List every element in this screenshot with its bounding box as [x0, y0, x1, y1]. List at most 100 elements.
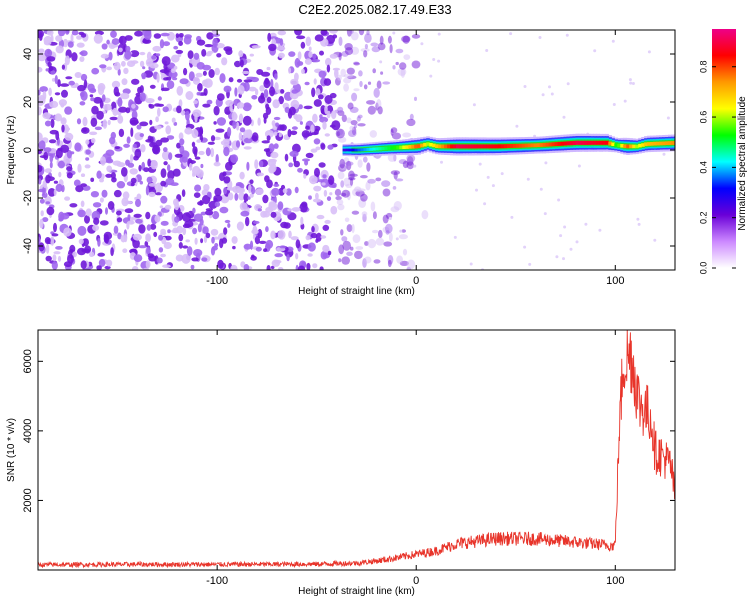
- noise-blob: [411, 34, 421, 39]
- noise-blob: [231, 236, 238, 244]
- noise-blob: [200, 238, 204, 244]
- noise-blob: [377, 42, 386, 51]
- noise-blob: [189, 163, 193, 171]
- noise-blob: [329, 92, 337, 99]
- noise-blob: [166, 76, 172, 81]
- noise-blob: [334, 68, 339, 79]
- noise-blob: [51, 233, 59, 237]
- noise-blob: [80, 173, 86, 177]
- noise-blob: [153, 231, 158, 238]
- noise-blob: [346, 117, 352, 124]
- noise-blob: [237, 85, 245, 95]
- signal-segment: [366, 147, 371, 151]
- noise-blob: [80, 50, 88, 57]
- noise-blob: [310, 148, 318, 153]
- noise-blob: [257, 208, 262, 212]
- noise-blob: [349, 246, 354, 251]
- noise-blob: [154, 125, 162, 130]
- noise-blob: [123, 67, 129, 75]
- noise-blob: [370, 42, 379, 47]
- noise-blob: [278, 267, 284, 270]
- noise-blob: [258, 240, 267, 244]
- noise-blob: [266, 179, 273, 189]
- noise-blob: [132, 143, 137, 148]
- noise-blob: [162, 41, 171, 47]
- noise-blob: [110, 30, 117, 38]
- noise-blob: [167, 229, 171, 234]
- faint-dot: [485, 49, 489, 52]
- noise-blob: [296, 35, 306, 40]
- noise-blob: [38, 164, 43, 173]
- noise-blob: [297, 51, 302, 60]
- noise-blob: [160, 32, 170, 37]
- noise-blob: [278, 96, 285, 105]
- noise-blob: [211, 30, 218, 35]
- noise-blob: [279, 245, 287, 249]
- noise-blob: [372, 229, 379, 234]
- noise-blob: [47, 61, 52, 68]
- noise-blob: [196, 39, 206, 46]
- noise-blob: [332, 34, 338, 39]
- noise-blob: [331, 120, 341, 131]
- noise-blob: [219, 206, 229, 214]
- noise-blob: [320, 30, 328, 36]
- signal-segment: [369, 147, 373, 151]
- noise-blob: [84, 214, 90, 224]
- signal-segment: [533, 143, 538, 148]
- noise-blob: [317, 94, 324, 100]
- noise-blob: [175, 49, 184, 54]
- noise-blob: [142, 39, 152, 44]
- noise-blob: [268, 143, 275, 153]
- signal-segment: [521, 143, 526, 148]
- noise-blob: [389, 232, 393, 242]
- noise-blob: [50, 34, 54, 44]
- noise-blob: [164, 204, 172, 210]
- noise-blob: [288, 162, 294, 168]
- noise-blob: [315, 88, 321, 96]
- noise-blob: [255, 188, 264, 195]
- noise-blob: [109, 136, 116, 145]
- noise-blob: [251, 132, 259, 142]
- noise-blob: [122, 248, 128, 253]
- signal-segment: [494, 144, 499, 149]
- noise-blob: [45, 255, 52, 262]
- noise-blob: [223, 146, 230, 157]
- noise-blob: [71, 30, 79, 36]
- noise-blob: [217, 259, 224, 269]
- faint-dot: [515, 124, 519, 128]
- faint-dot: [432, 58, 436, 61]
- noise-blob: [89, 94, 94, 98]
- faint-dot: [388, 217, 392, 220]
- signal-segment: [530, 143, 535, 148]
- noise-blob: [259, 85, 265, 92]
- noise-blob: [148, 191, 156, 198]
- y-tick-label: 4000: [22, 419, 34, 443]
- noise-blob: [173, 45, 179, 50]
- noise-blob: [223, 227, 228, 235]
- noise-blob: [146, 246, 151, 255]
- noise-blob: [138, 245, 147, 249]
- noise-blob: [152, 45, 162, 52]
- noise-blob: [287, 129, 292, 138]
- noise-blob: [234, 87, 238, 97]
- noise-blob: [97, 252, 105, 257]
- noise-blob: [66, 166, 73, 172]
- noise-blob: [277, 201, 284, 211]
- noise-blob: [127, 162, 135, 168]
- faint-dot: [437, 59, 441, 63]
- noise-blob: [372, 211, 377, 220]
- faint-dot: [548, 85, 551, 89]
- noise-blob: [402, 248, 408, 256]
- noise-blob: [304, 58, 312, 65]
- noise-blob: [421, 210, 429, 220]
- noise-blob: [65, 76, 73, 80]
- faint-dot: [483, 202, 487, 206]
- noise-blob: [38, 89, 41, 96]
- noise-blob: [280, 89, 285, 94]
- signal-segment: [605, 140, 609, 145]
- noise-blob: [46, 30, 54, 36]
- noise-blob: [327, 144, 334, 150]
- signal-segment: [563, 141, 568, 146]
- noise-blob: [155, 116, 159, 123]
- signal-segment: [414, 144, 418, 149]
